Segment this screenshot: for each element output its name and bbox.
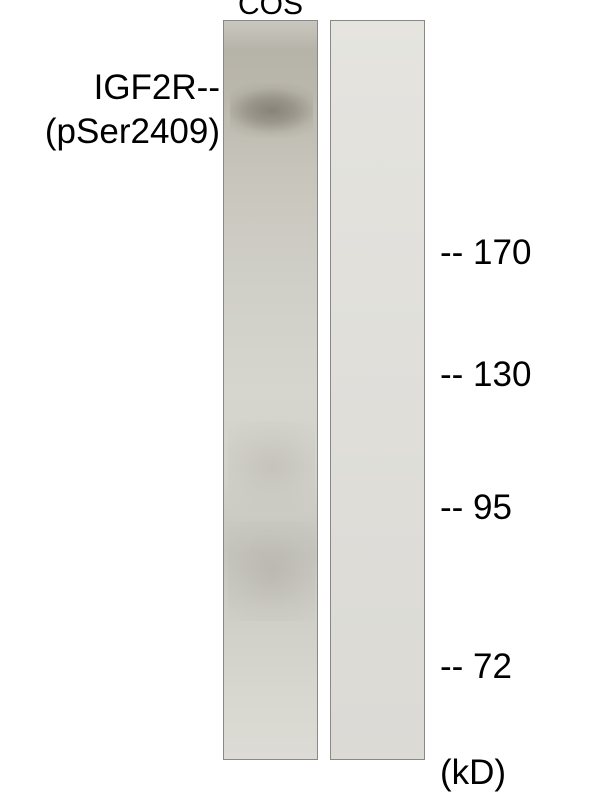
marker-72: -- 72 bbox=[440, 647, 512, 687]
lane2-marker bbox=[330, 20, 425, 760]
protein-label-line1: IGF2R-- bbox=[94, 68, 220, 107]
lane1-smear-1 bbox=[228, 421, 315, 511]
protein-label-line2: (pSer2409) bbox=[45, 112, 220, 151]
lane1-smear-2 bbox=[228, 521, 315, 621]
protein-label: IGF2R-- (pSer2409) bbox=[0, 66, 220, 154]
blot-figure: COS IGF2R-- (pSer2409) -- 170 -- 130 -- … bbox=[0, 0, 597, 800]
igf2r-band bbox=[230, 83, 313, 138]
lane1-cos bbox=[223, 20, 318, 760]
marker-kd-unit: (kD) bbox=[440, 753, 506, 793]
marker-95: -- 95 bbox=[440, 488, 512, 528]
marker-170: -- 170 bbox=[440, 233, 531, 273]
marker-130: -- 130 bbox=[440, 355, 531, 395]
lane1-header: COS bbox=[223, 0, 318, 22]
